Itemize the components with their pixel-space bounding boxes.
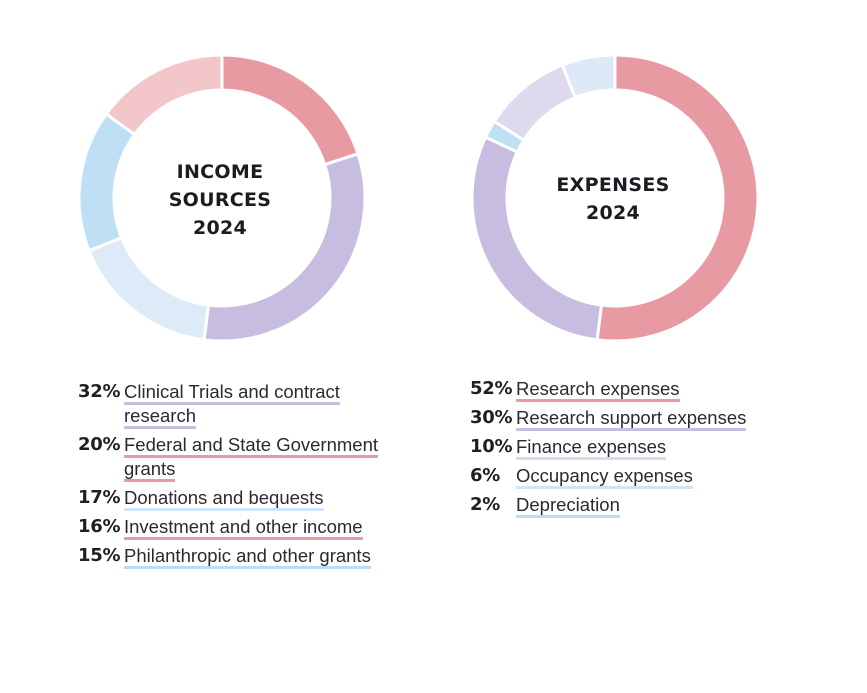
legend-label: Philanthropic and other grants (124, 545, 371, 569)
legend-label: Research support expenses (516, 407, 747, 431)
income-donut-chart: INCOME SOURCES 2024 (77, 53, 367, 343)
legend-value: 17% (78, 487, 121, 508)
legend-item: 20% Federal and State Government grants (78, 433, 398, 482)
legend-label: Investment and other income (124, 516, 363, 540)
income-donut-title: INCOME SOURCES 2024 (169, 161, 272, 239)
legend-value: 52% (470, 378, 513, 399)
legend-label: Occupancy expenses (516, 465, 693, 489)
legend-label: Donations and bequests (124, 487, 324, 511)
legend-value: 15% (78, 545, 121, 566)
donut-slice-0-4 (104, 53, 224, 137)
legend-value: 16% (78, 516, 121, 537)
expenses-slices (470, 53, 760, 343)
legend-item: 52% Research expenses (470, 377, 800, 402)
income-title-line-3: 2024 (193, 217, 247, 239)
legend-label: Research expenses (516, 378, 680, 402)
legend-label: Clinical Trials and contract research (124, 381, 340, 429)
legend-label: Finance expenses (516, 436, 667, 460)
legend-item: 32% Clinical Trials and contract researc… (78, 380, 398, 429)
income-title-line-1: INCOME (177, 161, 264, 183)
expenses-title-line-1: EXPENSES (556, 174, 669, 196)
donut-slice-1-3 (560, 53, 617, 100)
income-legend: 32% Clinical Trials and contract researc… (78, 380, 398, 573)
legend-item: 30% Research support expenses (470, 406, 800, 431)
income-title-line-2: SOURCES (169, 189, 272, 211)
income-slices (77, 53, 367, 343)
legend-value: 20% (78, 434, 121, 455)
expenses-title-line-2: 2024 (586, 202, 640, 224)
donut-slice-1-1 (470, 135, 604, 342)
expenses-legend: 52% Research expenses 30% Research suppo… (470, 377, 800, 522)
legend-item: 15% Philanthropic and other grants (78, 544, 398, 569)
donut-slice-0-1 (220, 53, 360, 167)
legend-item: 17% Donations and bequests (78, 486, 398, 511)
expenses-donut-title: EXPENSES 2024 (556, 174, 669, 224)
legend-item: 2% Depreciation (470, 493, 800, 518)
expenses-donut-chart: EXPENSES 2024 (470, 53, 760, 343)
legend-item: 16% Investment and other income (78, 515, 398, 540)
legend-label: Depreciation (516, 494, 620, 518)
legend-item: 6% Occupancy expenses (470, 464, 800, 489)
legend-item: 10% Finance expenses (470, 435, 800, 460)
legend-value: 2% (470, 494, 500, 515)
donut-slice-1-2 (492, 63, 578, 143)
donut-slice-1-0 (595, 53, 760, 343)
legend-value: 30% (470, 407, 513, 428)
legend-label: Federal and State Government grants (124, 434, 379, 482)
donut-slice-0-2 (87, 235, 211, 342)
legend-value: 10% (470, 436, 513, 457)
donut-slice-0-3 (77, 111, 137, 253)
legend-value: 6% (470, 465, 500, 486)
legend-value: 32% (78, 381, 121, 402)
